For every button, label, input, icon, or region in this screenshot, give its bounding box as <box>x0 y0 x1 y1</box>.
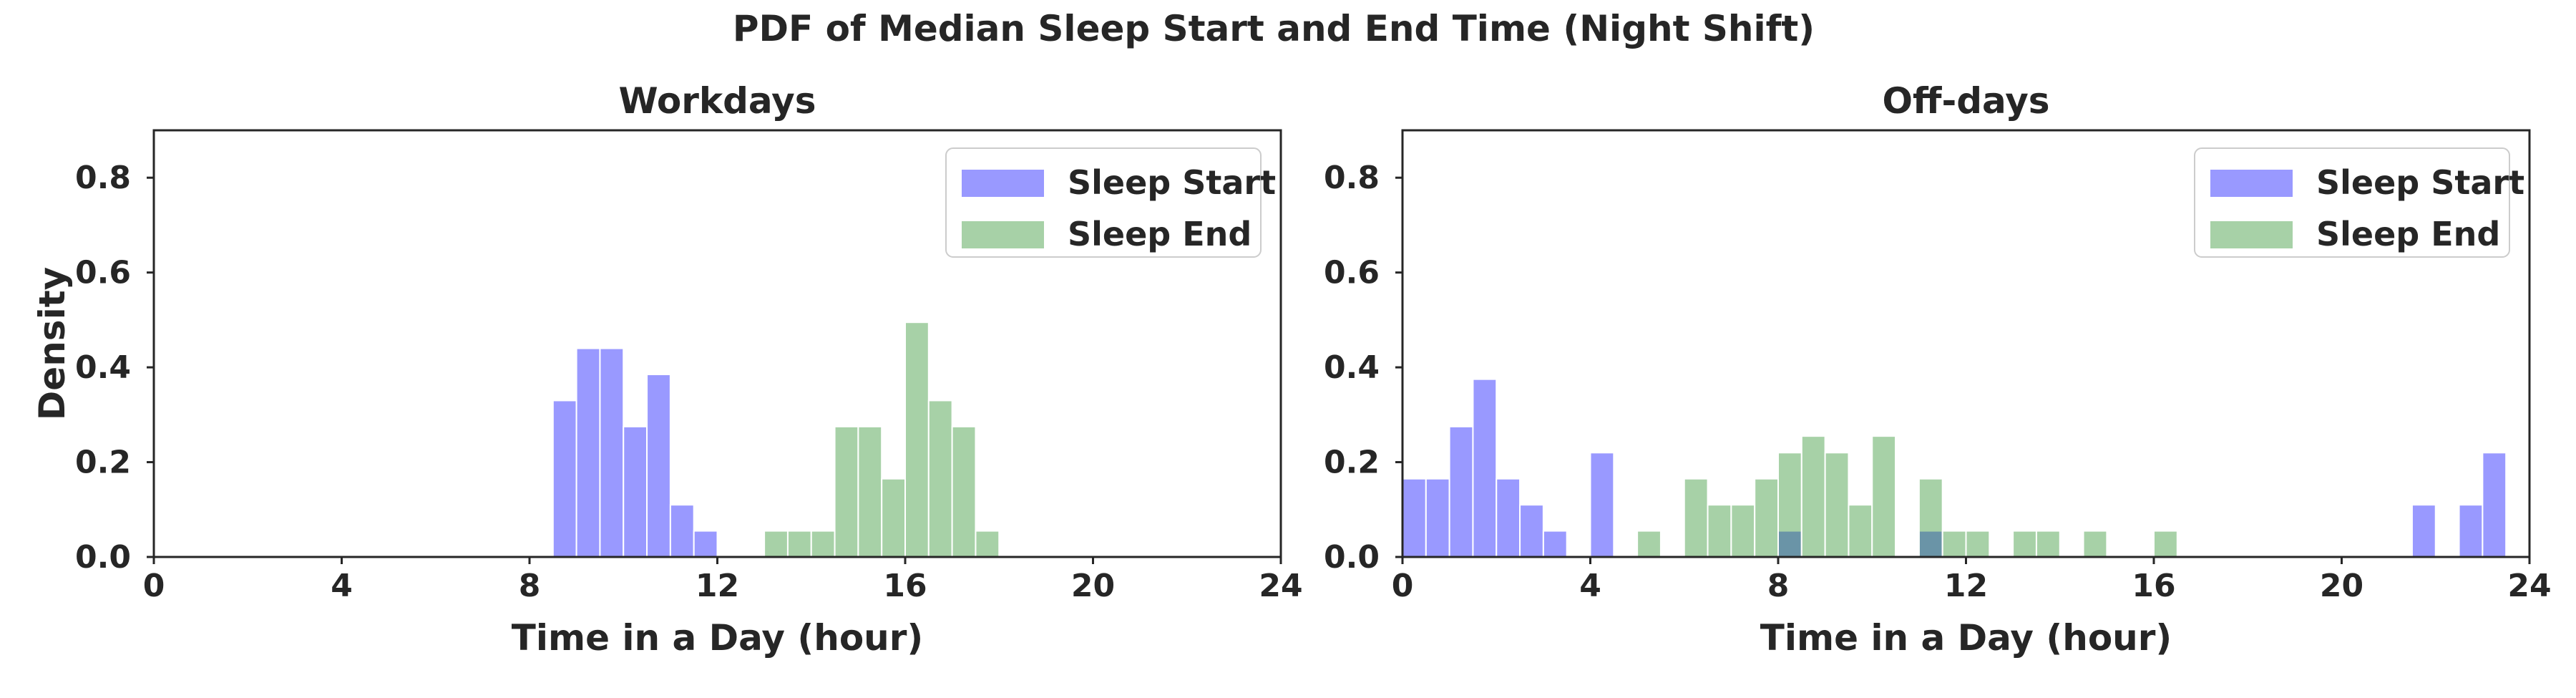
offdays-bar <box>1683 478 1709 558</box>
offdays-bar <box>1824 452 1850 558</box>
workdays-legend-swatch <box>962 170 1044 197</box>
workdays-legend-label: Sleep Start <box>1068 163 1276 202</box>
offdays-bar <box>1918 478 1943 558</box>
offdays-y-tick-label: 0.4 <box>1324 349 1380 386</box>
workdays-x-tick-label: 16 <box>883 568 927 604</box>
offdays-x-tick-label: 0 <box>1392 568 1414 604</box>
offdays-bar <box>1777 530 1802 558</box>
workdays-y-axis-label: Density <box>31 267 73 420</box>
offdays-bar <box>2012 530 2037 558</box>
workdays-y-tick-label: 0.6 <box>75 255 131 291</box>
workdays-x-tick-label: 20 <box>1071 568 1115 604</box>
workdays-bar <box>669 504 695 558</box>
offdays-bar <box>1848 504 1873 558</box>
offdays-series-sleep-start <box>1402 378 2507 558</box>
workdays-x-axis-label: Time in a Day (hour) <box>512 617 924 659</box>
workdays-legend-swatch <box>962 221 1044 248</box>
offdays-y-tick-label: 0.8 <box>1324 160 1380 196</box>
offdays-bar <box>2482 452 2507 558</box>
workdays-y-tick-label: 0.8 <box>75 160 131 196</box>
workdays-bar <box>786 530 812 558</box>
offdays-legend-label: Sleep End <box>2316 215 2500 253</box>
workdays-bar <box>904 321 930 558</box>
offdays-bar <box>2458 504 2484 558</box>
workdays-y-tick-label: 0.0 <box>75 539 131 576</box>
workdays-bar <box>881 478 906 558</box>
offdays-bar <box>1636 530 1662 558</box>
offdays-legend-swatch <box>2210 221 2293 248</box>
workdays-legend-label: Sleep End <box>1068 215 1252 253</box>
offdays-y-tick-label: 0.0 <box>1324 539 1380 576</box>
workdays-bar <box>599 347 625 558</box>
offdays-y-tick-label: 0.2 <box>1324 445 1380 481</box>
workdays-bar <box>646 374 671 558</box>
workdays-bar <box>975 530 1000 558</box>
workdays-x-tick-label: 24 <box>1259 568 1302 604</box>
workdays-bar <box>810 530 836 558</box>
offdays-x-axis-label: Time in a Day (hour) <box>1760 617 2172 659</box>
workdays-y-tick-label: 0.4 <box>75 349 131 386</box>
offdays-y-tick-label: 0.6 <box>1324 255 1380 291</box>
offdays-bar <box>1941 530 1967 558</box>
offdays-bar <box>1472 378 1498 558</box>
offdays-bar <box>1448 425 1474 558</box>
workdays-y-tick-label: 0.2 <box>75 445 131 481</box>
workdays-legend-box <box>945 147 1262 258</box>
offdays-x-tick-label: 16 <box>2132 568 2175 604</box>
workdays-title: Workdays <box>619 80 816 122</box>
offdays-series-sleep-end <box>1636 435 2178 558</box>
offdays-bar <box>2035 530 2061 558</box>
workdays-x-tick-label: 12 <box>696 568 739 604</box>
workdays-bar <box>552 399 577 558</box>
workdays-legend: Sleep Start Sleep End <box>945 147 1276 258</box>
offdays-bar <box>1425 478 1450 558</box>
offdays-legend-box <box>2194 147 2510 258</box>
offdays-bar <box>1519 504 1544 558</box>
offdays-bar <box>1800 435 1826 558</box>
workdays-bar <box>834 425 859 558</box>
workdays-bar <box>575 347 601 558</box>
offdays-bar <box>1965 530 1991 558</box>
offdays-bar <box>2082 530 2108 558</box>
offdays-bar <box>1730 504 1756 558</box>
offdays-panel: 0 4 8 12 16 20 24 0.0 0.2 0.4 0.6 0.8 Off-days Time i… <box>1324 80 2552 659</box>
offdays-x-tick-label: 8 <box>1767 568 1790 604</box>
workdays-x-tick-label: 4 <box>331 568 353 604</box>
offdays-bar <box>1496 478 1521 558</box>
offdays-x-tick-label: 20 <box>2320 568 2363 604</box>
workdays-x-tick-label: 0 <box>143 568 165 604</box>
workdays-panel: 0 4 8 12 16 20 24 0.0 0.2 0.4 0.6 0.8 Workdays Time i… <box>31 80 1303 659</box>
offdays-bar <box>1589 452 1615 558</box>
offdays-x-tick-label: 4 <box>1579 568 1601 604</box>
workdays-bar <box>623 425 648 558</box>
offdays-bar <box>1871 435 1897 558</box>
offdays-bar <box>1754 478 1779 558</box>
offdays-legend-swatch <box>2210 170 2293 197</box>
offdays-bar <box>1542 530 1568 558</box>
workdays-bar <box>927 399 953 558</box>
offdays-x-tick-label: 24 <box>2507 568 2551 604</box>
offdays-x-tick-label: 12 <box>1944 568 1988 604</box>
offdays-bar <box>1707 504 1732 558</box>
offdays-bar <box>2411 504 2436 558</box>
workdays-x-tick-label: 8 <box>519 568 541 604</box>
offdays-bar <box>1777 452 1802 558</box>
workdays-series-sleep-end <box>763 321 1000 558</box>
offdays-legend: Sleep Start Sleep End <box>2194 147 2524 258</box>
offdays-bar <box>2153 530 2178 558</box>
workdays-series-sleep-start <box>552 347 718 558</box>
workdays-bar <box>951 425 977 558</box>
offdays-bar <box>1402 478 1427 558</box>
workdays-bar <box>763 530 789 558</box>
workdays-bar <box>693 530 718 558</box>
offdays-title: Off-days <box>1882 80 2049 122</box>
figure-title: PDF of Median Sleep Start and End Time (… <box>733 8 1815 49</box>
workdays-bar <box>857 425 883 558</box>
offdays-legend-label: Sleep Start <box>2316 163 2524 202</box>
